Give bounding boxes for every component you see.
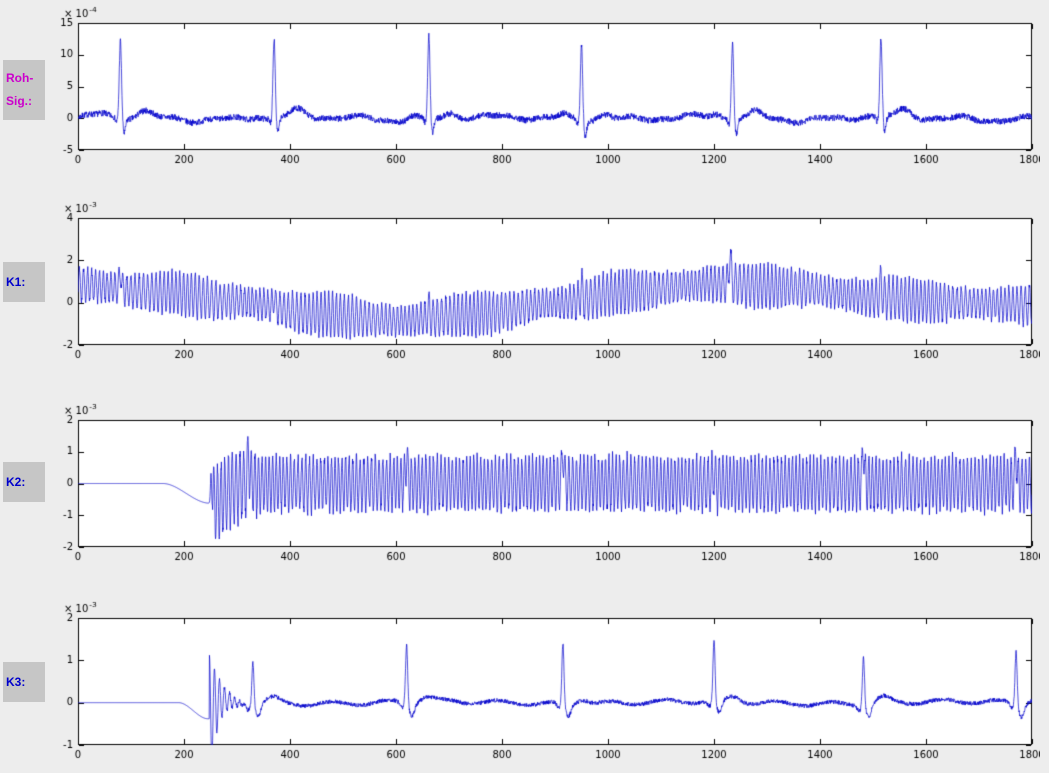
plot-k2 — [30, 400, 1040, 575]
signal-label-rohsig-line1: Roh- — [6, 71, 34, 86]
plot-k3 — [30, 598, 1040, 773]
signal-label-k1-text: K1: — [6, 274, 26, 289]
plot-rohsig — [30, 3, 1040, 178]
signal-label-k3-text: K3: — [6, 674, 26, 689]
signal-label-rohsig-line2: Sig.: — [6, 94, 32, 108]
signal-label-k2-text: K2: — [6, 474, 26, 489]
plot-k1 — [30, 198, 1040, 373]
